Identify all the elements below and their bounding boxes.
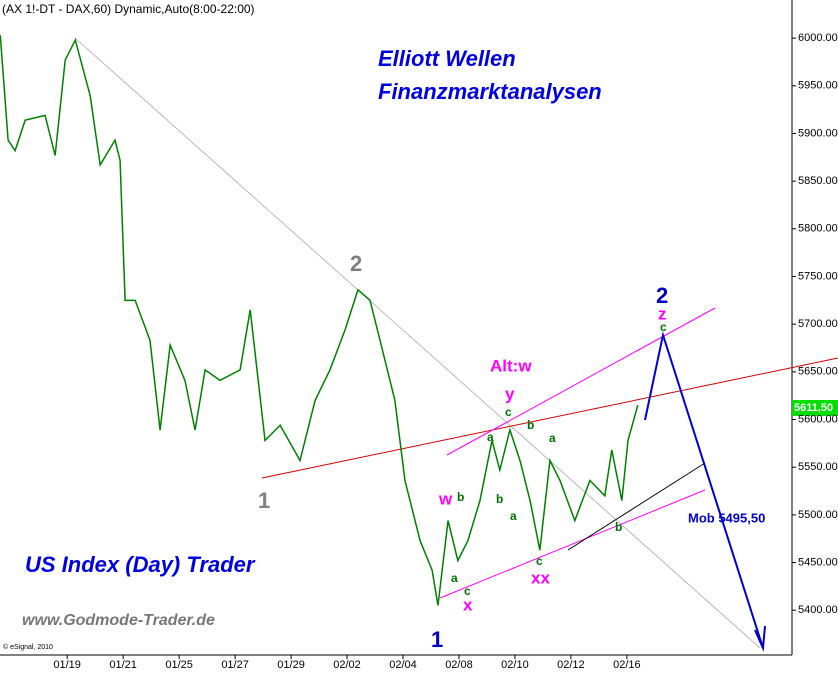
wave-label: Alt:w bbox=[490, 356, 532, 375]
arrow-head bbox=[754, 625, 766, 652]
wave-label: 1 bbox=[258, 488, 270, 513]
trend-line bbox=[261, 357, 838, 479]
wave-label: xx bbox=[531, 568, 550, 587]
x-tick-label: 01/27 bbox=[221, 659, 249, 671]
wave-label: w bbox=[438, 489, 453, 508]
wave-label: 1 bbox=[431, 627, 443, 652]
price-box bbox=[792, 400, 838, 416]
wave-label: b bbox=[496, 492, 503, 506]
x-tick-label: 02/04 bbox=[389, 659, 417, 671]
y-tick-label: 6000.00 bbox=[798, 32, 838, 44]
projection bbox=[644, 331, 764, 649]
trend-line bbox=[567, 462, 706, 551]
y-tick-label: 5650.00 bbox=[798, 366, 838, 378]
annotation: Finanzmarktanalysen bbox=[378, 79, 602, 104]
x-tick-label: 02/02 bbox=[333, 659, 361, 671]
y-tick-label: 5500.00 bbox=[798, 509, 838, 521]
annotation: © eSignal, 2010 bbox=[3, 643, 53, 651]
x-tick-label: 01/29 bbox=[277, 659, 305, 671]
wave-label: z bbox=[658, 304, 667, 323]
x-tick-label: 01/25 bbox=[165, 659, 193, 671]
wave-label: a bbox=[487, 430, 494, 444]
y-tick-label: 5450.00 bbox=[798, 556, 838, 568]
y-tick-label: 5900.00 bbox=[798, 127, 838, 139]
y-tick-label: 5550.00 bbox=[798, 461, 838, 473]
wave-label: b bbox=[527, 418, 534, 432]
wave-label: a bbox=[451, 571, 458, 585]
wave-label: a bbox=[549, 431, 556, 445]
wave-label: c bbox=[660, 320, 667, 334]
x-tick-label: 02/12 bbox=[557, 659, 585, 671]
channel-line bbox=[439, 489, 706, 599]
y-tick-label: 5400.00 bbox=[798, 604, 838, 616]
annotation: Elliott Wellen bbox=[378, 46, 516, 71]
wave-label: 2 bbox=[350, 251, 362, 276]
x-tick-label: 01/21 bbox=[109, 659, 137, 671]
x-tick-label: 02/08 bbox=[445, 659, 473, 671]
trend-line bbox=[74, 37, 761, 649]
y-tick-label: 5950.00 bbox=[798, 80, 838, 92]
y-tick-label: 5750.00 bbox=[798, 270, 838, 282]
wave-label: c bbox=[505, 405, 512, 419]
y-tick-label: 5800.00 bbox=[798, 223, 838, 235]
price-line bbox=[0, 35, 639, 606]
annotation: Mob 5495,50 bbox=[688, 510, 765, 525]
x-tick-label: 02/10 bbox=[501, 659, 529, 671]
y-tick-label: 5700.00 bbox=[798, 318, 838, 330]
channel-line bbox=[446, 307, 716, 456]
wave-label: 2 bbox=[656, 283, 668, 308]
chart-title: (AX 1!-DT - DAX,60) Dynamic,Auto(8:00-22… bbox=[2, 2, 255, 16]
x-tick-label: 02/16 bbox=[613, 659, 641, 671]
annotation: US Index (Day) Trader bbox=[25, 552, 256, 577]
wave-label: a bbox=[510, 509, 517, 523]
price-label: 5611,50 bbox=[794, 402, 833, 414]
y-tick-label: 5600.00 bbox=[798, 413, 838, 425]
wave-label: c bbox=[464, 584, 471, 598]
wave-label: y bbox=[505, 384, 515, 403]
wave-label: b bbox=[615, 520, 622, 534]
wave-label: x bbox=[463, 595, 473, 614]
annotation: www.Godmode-Trader.de bbox=[22, 612, 215, 629]
x-tick-label: 01/19 bbox=[53, 659, 81, 671]
wave-label: b bbox=[457, 490, 464, 504]
y-tick-label: 5850.00 bbox=[798, 175, 838, 187]
wave-label: c bbox=[536, 554, 543, 568]
